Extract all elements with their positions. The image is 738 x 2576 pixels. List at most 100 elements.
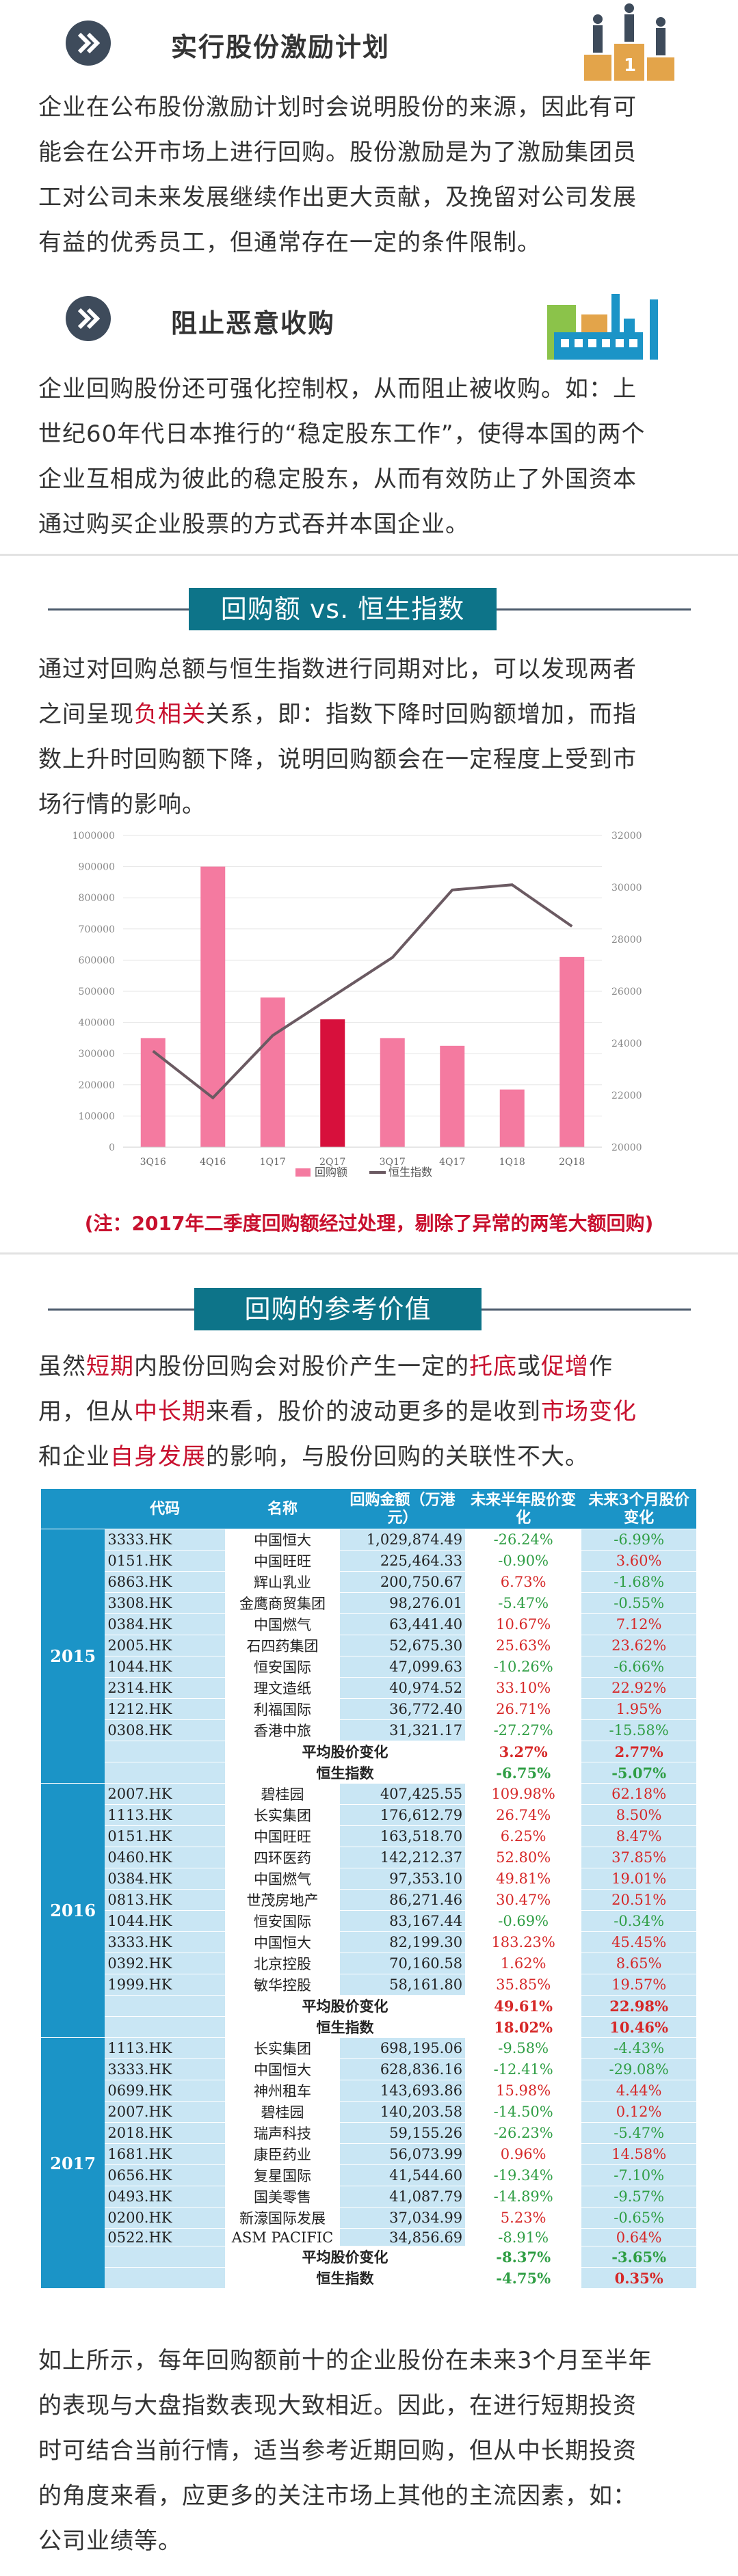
- company-name-cell: 中国燃气: [224, 1613, 341, 1635]
- three-month-change-cell: 19.57%: [581, 1974, 696, 1996]
- right-axis-tick-label: 20000: [611, 1142, 642, 1153]
- buyback-amount-cell: 58,161.80: [340, 1974, 466, 1996]
- section-divider: [0, 1252, 738, 1255]
- text-line: 的角度来看，应更多的关注市场上其他的主流因素，如：: [38, 2482, 637, 2510]
- buyback-amount-cell: 41,087.79: [340, 2186, 466, 2208]
- ticker-cell: 0384.HK: [105, 1613, 225, 1635]
- text-line: 数上升时回购额下降，说明回购额会在一定程度上受到市: [38, 746, 637, 773]
- ticker-cell: 3308.HK: [105, 1592, 225, 1614]
- half-year-change-cell: -5.47%: [465, 1592, 582, 1614]
- text-span: 和企业: [38, 1443, 110, 1471]
- company-name-cell: 理文造纸: [224, 1677, 341, 1699]
- buyback-amount-cell: 98,276.01: [340, 1592, 466, 1614]
- empty-cell: [105, 1995, 225, 2017]
- half-year-change-cell: 6.25%: [465, 1825, 582, 1847]
- buyback-amount-cell: 142,212.37: [340, 1847, 466, 1868]
- buyback-amount-cell: 70,160.58: [340, 1953, 466, 1974]
- left-axis-tick-label: 1000000: [73, 831, 115, 842]
- ticker-cell: 6863.HK: [105, 1571, 225, 1593]
- table-row: 0493.HK 国美零售 41,087.79 -14.89% -9.57%: [41, 2186, 696, 2208]
- half-year-change-cell: -14.89%: [465, 2186, 582, 2208]
- highlight-text: 促增: [541, 1353, 589, 1380]
- empty-cell: [105, 2267, 225, 2289]
- text-line: 时可结合当前行情，适当参考近期回购，但从中长期投资: [38, 2437, 637, 2465]
- right-axis-tick-label: 24000: [611, 1038, 642, 1049]
- ticker-cell: 0813.HK: [105, 1889, 225, 1911]
- ticker-cell: 0460.HK: [105, 1847, 225, 1868]
- factory-icon: [547, 294, 658, 360]
- three-month-change-cell: 2.77%: [581, 1741, 696, 1762]
- half-year-change-cell: -8.91%: [465, 2228, 582, 2246]
- company-name-cell: 中国恒大: [224, 1529, 341, 1551]
- ticker-cell: 0392.HK: [105, 1953, 225, 1974]
- half-year-change-cell: -0.69%: [465, 1910, 582, 1932]
- company-name-cell: 敏华控股: [224, 1974, 341, 1996]
- three-month-change-cell: 4.44%: [581, 2080, 696, 2102]
- three-month-change-cell: -1.68%: [581, 1571, 696, 1593]
- summary-row: 恒生指数 -4.75% 0.35%: [41, 2267, 696, 2289]
- company-name-cell: 国美零售: [224, 2186, 341, 2208]
- bar: [140, 1038, 166, 1147]
- buyback-amount-cell: 31,321.17: [340, 1719, 466, 1741]
- summary-row: 恒生指数 -6.75% -5.07%: [41, 1762, 696, 1784]
- text-span: 之间呈现: [38, 701, 134, 728]
- podium-people-icon: 1: [584, 3, 674, 81]
- half-year-change-cell: -26.23%: [465, 2122, 582, 2144]
- left-axis-tick-label: 0: [109, 1142, 115, 1153]
- section-title: 实行股份激励计划: [171, 32, 391, 62]
- half-year-change-cell: -4.75%: [465, 2267, 582, 2289]
- half-year-change-cell: 25.63%: [465, 1635, 582, 1656]
- ticker-cell: 2007.HK: [105, 2101, 225, 2123]
- left-axis-tick-label: 800000: [79, 893, 115, 904]
- compare-banner: 回购额 vs. 恒生指数: [0, 588, 738, 630]
- takeover-header: 阻止恶意收购: [0, 279, 738, 361]
- bar: [320, 1019, 345, 1147]
- summary-row: 平均股价变化 49.61% 22.98%: [41, 1995, 696, 2017]
- buyback-amount-cell: 97,353.10: [340, 1868, 466, 1890]
- table-row: 0308.HK 香港中旅 31,321.17 -27.27% -15.58%: [41, 1719, 696, 1741]
- three-month-change-cell: -3.65%: [581, 2246, 696, 2268]
- highlight-text: 负相关: [134, 701, 206, 728]
- half-year-change-cell: 26.74%: [465, 1804, 582, 1826]
- text-line: 能会在公开市场上进行回购。股份激励是为了激励集团员: [38, 139, 637, 166]
- three-month-change-cell: -5.47%: [581, 2122, 696, 2144]
- three-month-change-cell: 8.65%: [581, 1953, 696, 1974]
- compare-paragraph: 通过对回购总额与恒生指数进行同期对比，可以发现两者 之间呈现负相关关系，即：指数…: [38, 647, 705, 827]
- company-name-cell: 碧桂园: [224, 1783, 341, 1805]
- buyback-amount-cell: 52,675.30: [340, 1635, 466, 1656]
- three-month-change-cell: 14.58%: [581, 2143, 696, 2165]
- text-line: 企业在公布股份激励计划时会说明股份的来源，因此有可: [38, 94, 637, 121]
- company-name-cell: 长实集团: [224, 1804, 341, 1826]
- half-year-change-cell: 30.47%: [465, 1889, 582, 1911]
- left-axis-tick-label: 300000: [79, 1049, 115, 1060]
- half-year-change-cell: -12.41%: [465, 2058, 582, 2080]
- text-line: 用，但从中长期来看，股价的波动更多的是收到市场变化: [38, 1389, 705, 1434]
- company-name-cell: 金鹰商贸集团: [224, 1592, 341, 1614]
- ticker-cell: 1044.HK: [105, 1656, 225, 1678]
- company-name-cell: 复星国际: [224, 2164, 341, 2186]
- buyback-amount-cell: 698,195.06: [340, 2037, 466, 2059]
- text-line: 通过对回购总额与恒生指数进行同期对比，可以发现两者: [38, 656, 637, 683]
- left-axis-tick-label: 400000: [79, 1018, 115, 1029]
- table-row: 0813.HK 世茂房地产 86,271.46 30.47% 20.51%: [41, 1889, 696, 1911]
- buyback-amount-cell: 63,441.40: [340, 1613, 466, 1635]
- ticker-cell: 0200.HK: [105, 2207, 225, 2229]
- table-row: 0392.HK 北京控股 70,160.58 1.62% 8.65%: [41, 1953, 696, 1974]
- company-name-cell: 石四药集团: [224, 1635, 341, 1656]
- half-year-change-cell: -19.34%: [465, 2164, 582, 2186]
- year-cell: 2015: [41, 1529, 105, 1784]
- three-month-change-cell: 20.51%: [581, 1889, 696, 1911]
- three-month-change-cell: 3.60%: [581, 1550, 696, 1572]
- empty-cell: [105, 1762, 225, 1784]
- company-name-cell: 中国燃气: [224, 1868, 341, 1890]
- buyback-amount-cell: 47,099.63: [340, 1656, 466, 1678]
- ticker-cell: 2007.HK: [105, 1783, 225, 1805]
- three-month-change-cell: -29.08%: [581, 2058, 696, 2080]
- table-row: 1681.HK 康臣药业 56,073.99 0.96% 14.58%: [41, 2143, 696, 2165]
- company-name-cell: ASM PACIFIC: [224, 2228, 341, 2246]
- half-year-change-cell: -8.37%: [465, 2246, 582, 2268]
- summary-label-cell: 恒生指数: [224, 2267, 466, 2289]
- highlight-text: 托底: [469, 1353, 517, 1380]
- summary-row: 平均股价变化 -8.37% -3.65%: [41, 2246, 696, 2268]
- bar: [559, 956, 585, 1147]
